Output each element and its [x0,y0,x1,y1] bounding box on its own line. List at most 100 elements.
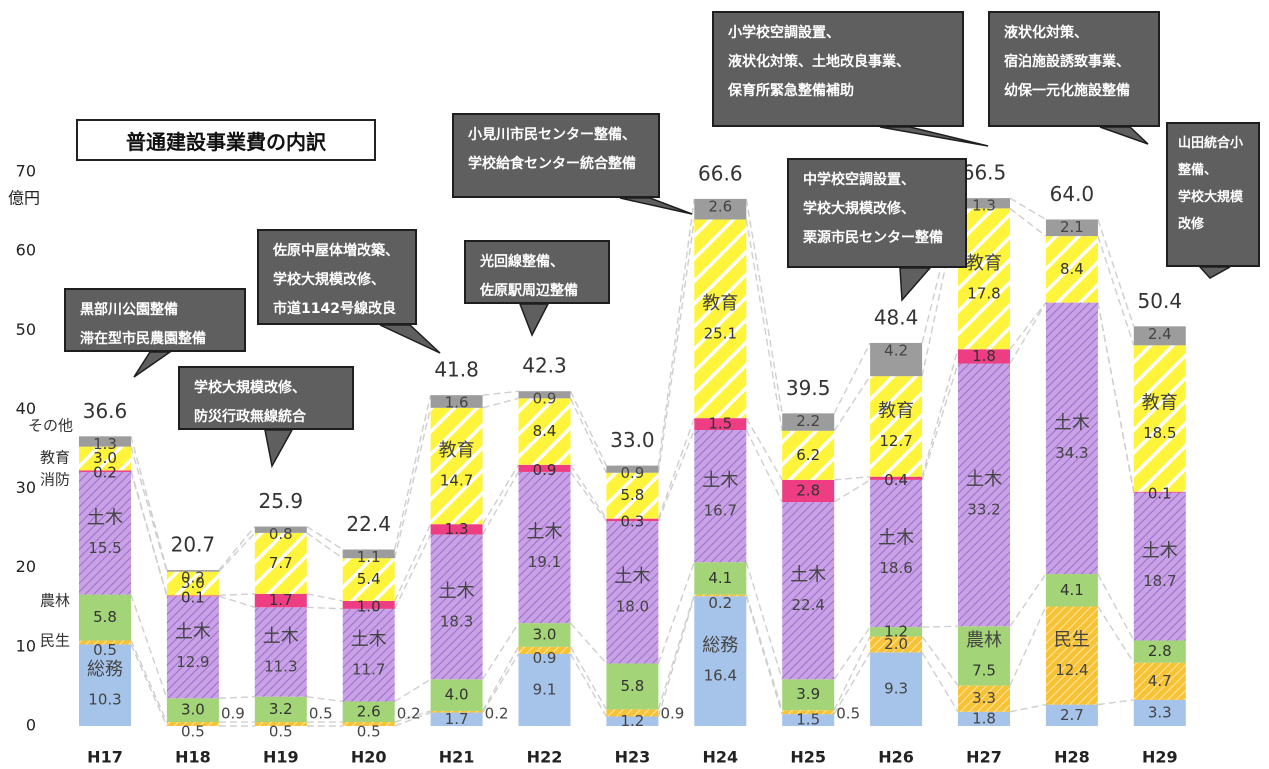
bar-segment-その他 [782,413,835,431]
bar-segment-民生 [782,710,835,715]
connector-line [218,595,256,608]
connector-line [921,652,959,713]
connector-line [482,397,519,409]
connector-line [394,395,432,550]
connector-line [569,471,607,522]
segment-label: 1.0 [357,597,381,615]
connector-line [745,219,783,431]
segment-name-label: 民生 [1054,630,1090,651]
segment-label: 0.9 [533,461,557,479]
segment-label: 15.5 [88,539,121,557]
bar-segment-民生 [1133,662,1186,700]
callout-text: 光回線整備、 佐原駅周辺整備 [480,254,578,299]
bar-segment-農林 [1045,574,1098,607]
bar-segment-消防 [518,464,571,472]
segment-label: 3.3 [1148,703,1172,721]
bar-segment-総務 [870,652,923,726]
bar-segment-土木 [254,607,307,697]
connector-line [1009,207,1047,237]
callout-box: 小見川市民センター整備、 学校給食センター統合整備 [452,113,660,198]
bar-segment-教育 [1133,345,1186,492]
bar-segment-教育 [1045,236,1098,303]
connector-line [1009,302,1047,364]
segment-name-label: 土木 [351,629,387,650]
side-value-label: 0.5 [309,705,333,723]
callout-text: 山田統合小 整備、 学校大規模 改修 [1178,136,1244,232]
y-tick-label: 70 [16,162,36,181]
segment-name-label: 土木 [878,527,914,548]
total-label: 48.4 [874,305,919,329]
segment-label: 0.5 [93,641,117,659]
connector-line [569,622,607,664]
segment-name-label: 総務 [87,659,123,680]
segment-name-label: 土木 [439,581,475,602]
segment-label: 2.8 [1148,642,1172,660]
callout-box: 佐原中屋体増改築、 学校大規模改修、 市道1142号線改良 [257,229,417,325]
bar-segment-消防 [958,349,1010,364]
segment-name-label: 総務 [702,635,738,656]
segment-name-label: 教育 [878,400,914,421]
callout-tail [133,351,173,378]
connector-line [657,198,695,466]
bar-segment-消防 [1133,491,1186,493]
x-tick-label: H29 [1142,748,1178,767]
segment-label: 1.2 [620,712,644,730]
bar-segment-農林 [518,623,571,647]
segment-label: 18.6 [879,559,912,577]
connector-line [218,532,256,573]
connector-line [657,596,695,717]
segment-label: 18.7 [1143,572,1176,590]
bar-segment-消防 [342,600,395,609]
bar-segment-その他 [1133,326,1186,346]
segment-name-label: 教育 [1142,393,1178,414]
segment-label: 1.3 [445,520,469,538]
segment-name-label: 教育 [439,440,475,461]
connector-line [218,526,256,571]
connector-line [1009,573,1047,627]
connector-line [922,625,959,628]
segment-label: 10.3 [88,691,121,709]
x-tick-label: H21 [439,748,475,767]
bar-segment-民生 [254,722,307,726]
bar-segment-その他 [1045,219,1098,237]
segment-label: 5.8 [620,677,644,695]
bar-segment-消防 [782,479,835,503]
callout-text: 小学校空調設置、 液状化対策、土地改良事業、 保育所緊急整備補助 [728,25,910,99]
callout-text: 液状化対策、 宿泊施設誘致事業、 幼保一元化施設整備 [1004,25,1130,99]
callout-box: 光回線整備、 佐原駅周辺整備 [464,240,610,304]
segment-label: 3.3 [972,689,996,707]
bar-segment-その他 [79,436,131,447]
bar-segment-総務 [958,711,1010,726]
segment-label: 1.6 [445,394,469,412]
segment-name-label: 教育 [966,253,1002,274]
y-tick-label: 40 [16,399,36,418]
segment-label: 2.6 [357,702,381,720]
connector-line [218,696,255,699]
segment-label: 0.8 [269,525,293,543]
total-label: 66.5 [962,161,1007,185]
bar-segment-消防 [254,593,307,608]
bar-segment-土木 [342,608,395,702]
bar-segment-総務 [79,644,131,726]
connector-line [482,622,520,680]
segment-label: 4.1 [708,569,732,587]
segment-label: 0.2 [181,569,205,587]
segment-label: 11.3 [264,658,297,676]
segment-label: 3.0 [533,625,557,643]
bar-segment-総務 [1133,699,1186,726]
connector-line [745,561,783,680]
connector-line [130,446,168,572]
x-tick-label: H22 [527,748,563,767]
callout-box: 液状化対策、 宿泊施設誘致事業、 幼保一元化施設整備 [988,11,1160,127]
side-value-label: 0.9 [660,705,684,723]
bar-segment-消防 [694,418,747,431]
callout-box: 山田統合小 整備、 学校大規模 改修 [1166,122,1260,267]
y-tick-label: 50 [16,320,36,339]
segment-name-label: 土木 [1054,412,1090,433]
x-tick-label: H25 [790,748,826,767]
callout-box: 中学校空調設置、 学校大規模改修、 栗源市民センター整備 [787,158,967,268]
segment-label: 2.1 [1060,218,1084,236]
connector-line [569,398,608,474]
segment-label: 1.7 [269,591,293,609]
